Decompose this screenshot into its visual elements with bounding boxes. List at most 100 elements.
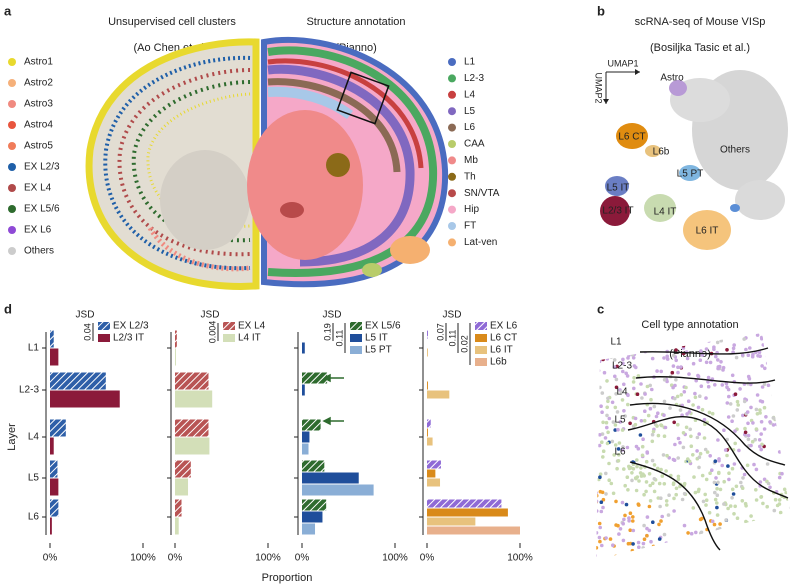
cell-dot bbox=[627, 516, 631, 520]
cell-dot bbox=[713, 537, 718, 541]
legend-label: EX L6 bbox=[490, 321, 518, 332]
cell-dot bbox=[643, 409, 647, 414]
cell-dot bbox=[743, 426, 747, 431]
cell-dot bbox=[769, 558, 774, 560]
cell-dot bbox=[653, 561, 657, 565]
cell-dot bbox=[611, 420, 616, 424]
bar bbox=[302, 384, 305, 396]
cell-dot bbox=[784, 525, 788, 530]
cell-dot bbox=[664, 546, 668, 550]
cell-dot bbox=[612, 453, 616, 457]
cell-dot bbox=[730, 496, 734, 500]
cell-dot bbox=[766, 520, 770, 525]
cell-dot bbox=[691, 403, 695, 407]
cell-dot bbox=[694, 530, 698, 535]
legend-label: EX L6 bbox=[24, 225, 52, 236]
cell-dot bbox=[645, 515, 650, 519]
cell-dot bbox=[647, 504, 652, 509]
cell-dot bbox=[750, 354, 755, 359]
cell-dot bbox=[620, 428, 625, 432]
bar bbox=[50, 348, 59, 366]
cell-dot bbox=[759, 335, 764, 340]
cell-dot bbox=[720, 463, 724, 468]
cell-dot bbox=[596, 531, 599, 535]
cell-dot bbox=[613, 428, 617, 432]
cell-dot bbox=[712, 558, 716, 560]
legend-label: L6 CT bbox=[490, 333, 517, 344]
cell-dot bbox=[764, 553, 768, 557]
cell-dot bbox=[639, 466, 643, 470]
cell-dot bbox=[722, 428, 726, 433]
cell-dot bbox=[653, 347, 657, 351]
cell-dot bbox=[619, 390, 624, 394]
cell-dot bbox=[596, 368, 601, 373]
cell-dot bbox=[771, 393, 776, 397]
cell-dot bbox=[679, 393, 684, 397]
cell-dot bbox=[725, 453, 729, 458]
cell-dot bbox=[648, 483, 652, 488]
cell-dot bbox=[699, 384, 704, 389]
bar bbox=[50, 372, 106, 390]
cell-dot bbox=[710, 519, 715, 524]
cell-dot bbox=[668, 406, 672, 410]
cell-dot bbox=[655, 369, 659, 373]
cell-dot bbox=[760, 538, 764, 543]
x-tick-label: 0% bbox=[295, 553, 310, 564]
cell-dot bbox=[716, 366, 720, 371]
cell-dot bbox=[766, 383, 771, 388]
bar bbox=[302, 419, 321, 431]
cell-dot bbox=[659, 423, 663, 427]
cell-dot bbox=[699, 349, 703, 353]
cell-dot bbox=[759, 447, 763, 452]
cell-dot bbox=[686, 531, 690, 535]
cell-dot bbox=[622, 517, 626, 522]
layer-label: L1 bbox=[610, 337, 622, 348]
cell-dot bbox=[626, 402, 630, 407]
cell-dot bbox=[724, 381, 729, 386]
cell-dot bbox=[783, 536, 788, 541]
cell-dot bbox=[728, 402, 733, 406]
cell-dot bbox=[647, 548, 652, 552]
cell-dot bbox=[635, 458, 639, 462]
legend-label: Th bbox=[464, 171, 476, 182]
legend-label: EX L2/3 bbox=[113, 321, 149, 332]
legend-swatch bbox=[448, 107, 456, 116]
cell-dot bbox=[648, 555, 653, 559]
bar bbox=[50, 460, 58, 478]
cell-dot bbox=[635, 475, 640, 479]
cell-dot bbox=[591, 337, 595, 341]
cell-dot bbox=[607, 461, 611, 466]
cell-dot bbox=[789, 476, 790, 481]
cell-dot bbox=[730, 531, 734, 535]
cluster-label: Astro bbox=[660, 73, 684, 84]
cell-dot bbox=[749, 514, 753, 518]
cell-dot bbox=[703, 447, 708, 452]
cell-dot bbox=[740, 353, 745, 357]
legend-label: Astro4 bbox=[24, 120, 53, 131]
cell-dot bbox=[715, 501, 719, 505]
cell-dot bbox=[689, 531, 694, 536]
bar bbox=[427, 517, 476, 526]
cell-dot bbox=[622, 467, 626, 471]
legend-swatch bbox=[8, 121, 16, 129]
legend-swatch bbox=[8, 226, 16, 234]
cell-dot bbox=[600, 440, 604, 445]
legend-swatch bbox=[8, 79, 16, 87]
cell-dot bbox=[691, 506, 696, 510]
cell-dot bbox=[739, 548, 743, 553]
cell-dot bbox=[616, 427, 620, 432]
cell-dot bbox=[714, 333, 718, 336]
cell-dot bbox=[694, 540, 698, 544]
cell-dot bbox=[627, 464, 631, 469]
cell-dot bbox=[767, 358, 772, 362]
cell-dot bbox=[727, 538, 731, 543]
cell-dot bbox=[605, 425, 609, 430]
cell-dot bbox=[782, 418, 787, 423]
cell-dot bbox=[766, 481, 771, 486]
cell-dot bbox=[660, 514, 664, 519]
cell-dot bbox=[719, 338, 723, 343]
cell-dot bbox=[614, 554, 618, 559]
bar bbox=[302, 342, 305, 354]
bar bbox=[175, 390, 213, 408]
